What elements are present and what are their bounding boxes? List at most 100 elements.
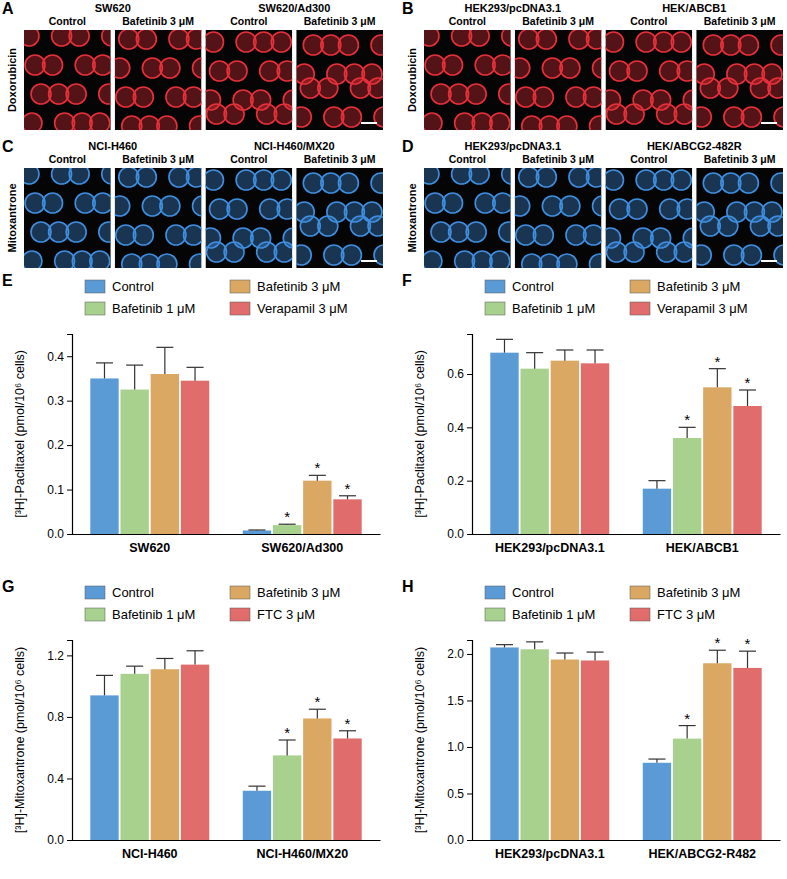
legend-swatch — [630, 586, 650, 599]
cell — [224, 242, 244, 262]
cell — [469, 168, 489, 184]
condition-label: Control — [449, 153, 486, 165]
panel-label: A — [2, 0, 14, 17]
cell — [499, 222, 511, 242]
error-cap — [248, 786, 265, 787]
cell — [227, 61, 247, 81]
micrograph — [696, 30, 783, 130]
bar — [243, 530, 271, 534]
micrograph — [606, 30, 693, 130]
cell — [102, 168, 111, 184]
error-bar — [564, 653, 565, 660]
cell — [24, 30, 39, 46]
y-tick-mark — [67, 840, 72, 841]
x-tick: HEK293/pcDNA3.1 — [495, 541, 605, 555]
cell — [206, 32, 224, 52]
legend-label: Bafetinib 3 μM — [257, 585, 340, 600]
cell — [738, 173, 758, 193]
condition-label: Control — [230, 153, 267, 165]
micrograph — [424, 168, 511, 268]
cell — [102, 30, 111, 46]
y-tick-mark — [467, 793, 472, 794]
cell — [69, 30, 89, 46]
x-tick: HEK/ABCB1 — [666, 541, 739, 555]
cell — [590, 254, 602, 268]
cell — [115, 58, 130, 78]
cell — [466, 84, 486, 104]
cell — [590, 116, 602, 130]
error-cap — [556, 652, 573, 653]
error-cap — [496, 339, 513, 340]
error-cap — [587, 651, 604, 652]
cell — [515, 58, 530, 78]
error-bar — [747, 390, 748, 406]
cell — [90, 113, 110, 130]
y-tick-label: 0.4 — [447, 421, 464, 435]
y-axis-line — [467, 641, 473, 841]
plot-marks — [490, 642, 761, 840]
bar — [733, 406, 761, 534]
micrograph — [206, 168, 293, 268]
cell — [136, 168, 156, 187]
cell — [93, 55, 111, 75]
bar — [151, 669, 179, 840]
scale-bar — [761, 122, 777, 124]
y-tick-mark — [67, 490, 72, 491]
bar — [333, 499, 361, 534]
error-bar — [564, 350, 565, 361]
condition-label: Control — [630, 153, 667, 165]
group-title: HEK/ABCB1 — [662, 2, 726, 14]
cell — [424, 251, 442, 268]
micrograph — [296, 168, 383, 268]
y-tick: 1.2 — [47, 649, 72, 663]
x-axis: NCI-H460NCI-H460/MX20 — [73, 841, 381, 861]
legend-swatch — [230, 586, 250, 599]
cell — [674, 104, 692, 124]
legend-swatch — [230, 280, 250, 293]
cell — [157, 116, 177, 130]
image-panel: CMitoxantroneNCI-H460ControlBafetinib 3 … — [2, 138, 394, 274]
cell — [557, 116, 577, 130]
legend: ControlBafetinib 1 μMBafetinib 3 μMFTC 3… — [485, 585, 740, 622]
scale-bar — [361, 122, 377, 124]
y-axis-title: [³H]-Mitoxantrone (pmol/10⁶ cells) — [13, 647, 27, 833]
scale-bar — [361, 260, 377, 262]
bar — [333, 738, 361, 840]
cell — [184, 87, 202, 107]
y-tick: 0.8 — [47, 710, 72, 724]
cell — [133, 225, 153, 245]
condition-label: Control — [449, 15, 486, 27]
y-tick: 0.0 — [447, 527, 472, 541]
y-tick-label: 0.2 — [447, 474, 464, 488]
bar — [703, 663, 731, 840]
error-cap — [587, 349, 604, 350]
cell — [371, 35, 383, 55]
stain-label: Mitoxantrone — [406, 183, 418, 252]
panel-label: E — [2, 272, 13, 289]
error-cap — [96, 675, 113, 676]
cell — [24, 113, 42, 130]
annotations: *** — [284, 693, 350, 741]
error-bar — [717, 650, 718, 663]
cell — [90, 251, 110, 268]
legend: ControlBafetinib 1 μMBafetinib 3 μMFTC 3… — [85, 585, 340, 622]
cell — [718, 78, 738, 98]
y-tick-label: 0.6 — [447, 367, 464, 381]
stain-label: Doxorubicin — [406, 48, 418, 112]
condition-label: Bafetinib 3 μM — [122, 15, 194, 27]
cell — [741, 245, 761, 265]
error-bar — [534, 642, 535, 649]
legend-swatch — [485, 302, 505, 315]
y-tick-label: 0.0 — [447, 527, 464, 541]
error-bar — [656, 481, 657, 489]
y-tick-label: 0.1 — [47, 483, 64, 497]
bar — [90, 378, 118, 534]
legend-swatch — [85, 302, 105, 315]
cell — [533, 87, 553, 107]
legend-swatch — [485, 280, 505, 293]
y-tick-mark — [467, 654, 472, 655]
bar — [303, 718, 331, 840]
significance: * — [745, 374, 751, 391]
x-tick: NCI-H460/MX20 — [256, 847, 348, 861]
image-panel: ADoxorubicinSW620ControlBafetinib 3 μMSW… — [2, 0, 394, 136]
